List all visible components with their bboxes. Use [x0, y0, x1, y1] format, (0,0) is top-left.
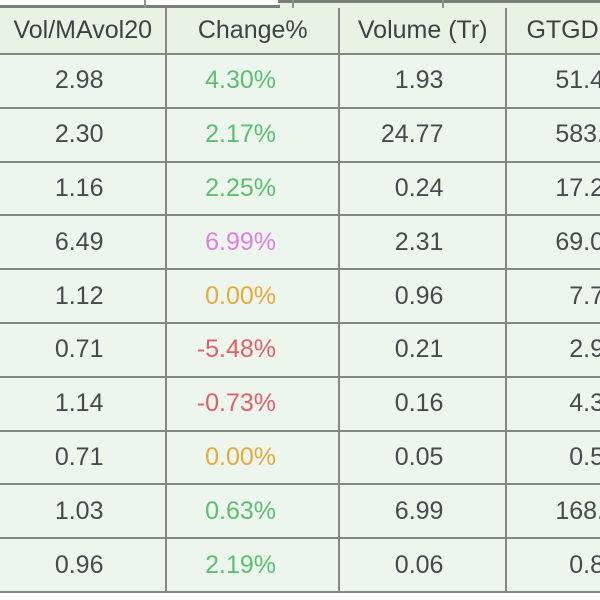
cell-change-pct: 6.99%	[165, 214, 340, 271]
cell-gtgd: 0.8	[505, 537, 600, 593]
table-body: 2.98 4.30% 1.93 51.4 2.30 2.17% 24.77 58…	[0, 53, 600, 593]
table-row[interactable]: 2.30 2.17% 24.77 583.	[0, 106, 600, 163]
cell-volume-tr: 0.24	[337, 160, 508, 217]
cell-vol-mavol20: 0.71	[0, 321, 168, 378]
column-header-gtgd[interactable]: GTGD	[505, 8, 600, 55]
stock-table: Vol/MAvol20 Change% Volume (Tr) GTGD 2.9…	[0, 8, 600, 593]
table-row[interactable]: 2.98 4.30% 1.93 51.4	[0, 53, 600, 109]
cell-gtgd: 2.9	[505, 321, 600, 378]
divider-line	[278, 0, 600, 3]
cell-gtgd: 583.	[505, 106, 600, 163]
cell-gtgd: 69.0	[505, 214, 600, 271]
cell-gtgd: 17.2	[505, 160, 600, 217]
cell-vol-mavol20: 0.96	[0, 537, 168, 593]
table-row[interactable]: 6.49 6.99% 2.31 69.0	[0, 214, 600, 271]
cell-gtgd: 7.7	[505, 268, 600, 324]
cell-change-pct: -5.48%	[165, 321, 340, 378]
column-divider-stub	[442, 0, 444, 8]
cell-vol-mavol20: 1.16	[0, 160, 168, 217]
table-row[interactable]: 0.71 0.00% 0.05 0.5	[0, 429, 600, 486]
column-header-volume-tr[interactable]: Volume (Tr)	[337, 8, 508, 55]
cell-vol-mavol20: 2.30	[0, 106, 168, 163]
cell-volume-tr: 0.96	[337, 268, 508, 324]
cell-change-pct: 0.63%	[165, 483, 340, 540]
cell-change-pct: -0.73%	[165, 375, 340, 432]
cell-volume-tr: 0.21	[337, 321, 508, 378]
cell-volume-tr: 6.99	[337, 483, 508, 540]
table-row[interactable]: 0.71 -5.48% 0.21 2.9	[0, 321, 600, 378]
cell-change-pct: 0.00%	[165, 268, 340, 324]
cell-vol-mavol20: 6.49	[0, 214, 168, 271]
cell-vol-mavol20: 0.71	[0, 429, 168, 486]
cell-gtgd: 51.4	[505, 53, 600, 109]
table-row[interactable]: 1.03 0.63% 6.99 168.	[0, 483, 600, 540]
cell-volume-tr: 24.77	[337, 106, 508, 163]
cell-volume-tr: 2.31	[337, 214, 508, 271]
cell-gtgd: 0.5	[505, 429, 600, 486]
cell-gtgd: 168.	[505, 483, 600, 540]
partial-row-above	[0, 0, 600, 8]
cell-change-pct: 2.17%	[165, 106, 340, 163]
cell-vol-mavol20: 1.12	[0, 268, 168, 324]
cell-volume-tr: 0.06	[337, 537, 508, 593]
cell-volume-tr: 0.05	[337, 429, 508, 486]
table-row[interactable]: 1.14 -0.73% 0.16 4.3	[0, 375, 600, 432]
cell-vol-mavol20: 1.14	[0, 375, 168, 432]
table-row[interactable]: 0.96 2.19% 0.06 0.8	[0, 537, 600, 593]
cell-change-pct: 4.30%	[165, 53, 340, 109]
cell-vol-mavol20: 2.98	[0, 53, 168, 109]
cell-volume-tr: 0.16	[337, 375, 508, 432]
table-row[interactable]: 1.16 2.25% 0.24 17.2	[0, 160, 600, 217]
cell-change-pct: 2.25%	[165, 160, 340, 217]
divider-line	[0, 5, 280, 8]
cell-change-pct: 0.00%	[165, 429, 340, 486]
column-header-change-pct[interactable]: Change%	[165, 8, 340, 55]
cell-gtgd: 4.3	[505, 375, 600, 432]
column-divider-stub	[144, 0, 146, 8]
column-header-vol-mavol20[interactable]: Vol/MAvol20	[0, 8, 168, 55]
table-row[interactable]: 1.12 0.00% 0.96 7.7	[0, 268, 600, 324]
cell-vol-mavol20: 1.03	[0, 483, 168, 540]
cell-volume-tr: 1.93	[337, 53, 508, 109]
header-row: Vol/MAvol20 Change% Volume (Tr) GTGD	[0, 8, 600, 55]
cell-change-pct: 2.19%	[165, 537, 340, 593]
column-divider-stub	[292, 0, 294, 8]
